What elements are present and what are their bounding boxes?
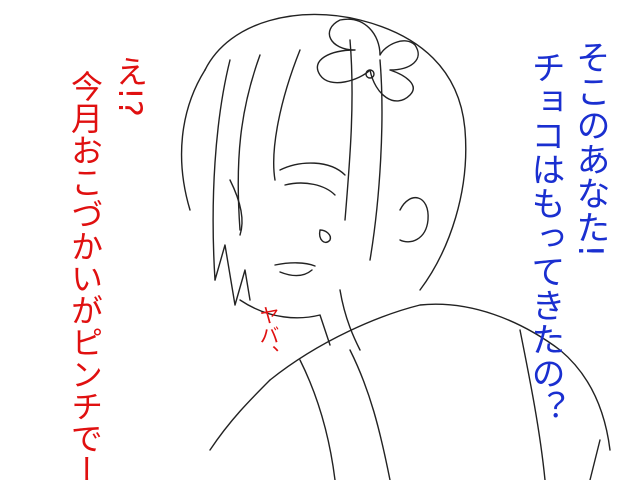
- line-art: [180, 13, 611, 480]
- aside-text: ヤバ、: [256, 305, 280, 365]
- speech-blue: そこのあなた!: [570, 40, 610, 258]
- speech-red: 今月おこづかいがピンチでー: [66, 70, 104, 480]
- speech-blue: チョコはもってきたの？: [525, 50, 565, 424]
- speech-red: え!?: [111, 55, 149, 117]
